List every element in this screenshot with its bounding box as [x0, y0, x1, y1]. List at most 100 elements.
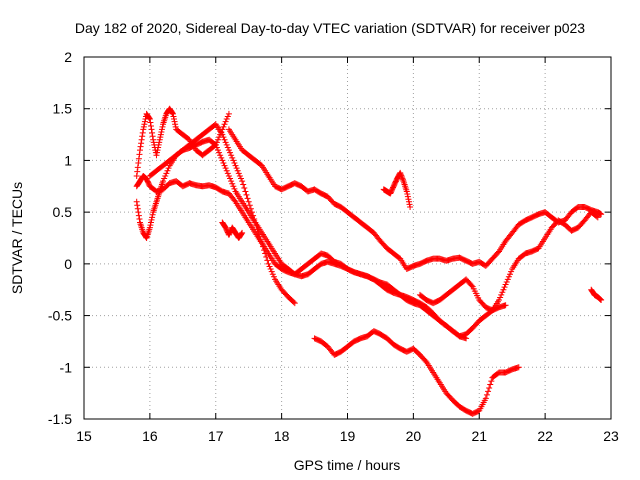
data-point [229, 154, 236, 161]
data-point [497, 294, 504, 301]
data-point [231, 185, 238, 192]
y-tick-labels: -1.5 -1 -0.5 0 0.5 1 1.5 2 [48, 49, 72, 427]
data-point [160, 178, 167, 185]
data-point [169, 110, 176, 117]
data-point [238, 230, 245, 237]
data-point [508, 268, 515, 275]
y-axis-title: SDTVAR / TECUs [9, 182, 25, 294]
data-point [235, 170, 242, 177]
data-point [496, 297, 503, 304]
series-track-a [133, 105, 232, 179]
data-point [290, 299, 297, 306]
data-point [148, 126, 155, 133]
data-points [133, 105, 605, 417]
y-tick-label: 0 [64, 256, 72, 272]
data-point [238, 175, 245, 182]
data-point [241, 185, 248, 192]
data-point [148, 216, 155, 223]
data-point [155, 141, 162, 148]
data-point [221, 121, 228, 128]
data-point [515, 364, 522, 371]
data-point [163, 170, 170, 177]
data-point [398, 173, 405, 180]
data-point [225, 110, 232, 117]
data-point [214, 147, 221, 154]
data-point [227, 175, 234, 182]
data-point [157, 134, 164, 141]
data-point [228, 152, 235, 159]
data-point [230, 157, 237, 164]
data-point [138, 136, 145, 143]
data-point [146, 116, 153, 123]
data-point [224, 113, 231, 120]
data-point [136, 151, 143, 158]
x-tick-label: 18 [274, 428, 290, 444]
data-point [159, 123, 166, 130]
data-point [213, 144, 220, 151]
data-point [482, 395, 489, 402]
data-point [501, 284, 508, 291]
data-point [231, 197, 238, 204]
data-point [149, 133, 156, 140]
data-point [138, 140, 145, 147]
data-point [405, 198, 412, 205]
data-point [230, 183, 237, 190]
data-point [171, 116, 178, 123]
data-point [133, 198, 140, 205]
data-point [171, 118, 178, 125]
axis-ticks [83, 56, 612, 420]
data-point [147, 122, 154, 129]
data-point [405, 196, 412, 203]
x-tick-label: 22 [537, 428, 553, 444]
data-point [220, 134, 227, 141]
data-point [162, 172, 169, 179]
data-point [135, 212, 142, 219]
data-point [231, 160, 238, 167]
data-point [267, 266, 274, 273]
data-point [399, 175, 406, 182]
data-point [214, 136, 221, 143]
data-point [262, 250, 269, 257]
data-point [141, 121, 148, 128]
data-point [217, 152, 224, 159]
data-point [134, 164, 141, 171]
data-point [246, 202, 253, 209]
data-point [149, 129, 156, 136]
x-tick-label: 17 [208, 428, 224, 444]
data-point [135, 209, 142, 216]
data-point [136, 216, 143, 223]
data-point [257, 236, 264, 243]
data-point [403, 188, 410, 195]
data-point [397, 171, 404, 178]
x-tick-label: 16 [142, 428, 158, 444]
data-point [291, 300, 298, 307]
data-point [140, 123, 147, 130]
data-point [505, 273, 512, 280]
data-point [153, 152, 160, 159]
data-point [158, 128, 165, 135]
data-point [139, 133, 146, 140]
data-point [146, 224, 153, 231]
series-track-h [380, 169, 414, 210]
data-point [223, 141, 230, 148]
data-point [245, 198, 252, 205]
data-point [506, 271, 513, 278]
data-point [158, 126, 165, 133]
data-point [220, 123, 227, 130]
data-point [139, 129, 146, 136]
data-point [268, 268, 275, 275]
data-point [227, 149, 234, 156]
y-tick-label: 1.5 [53, 101, 73, 117]
data-point [222, 165, 229, 172]
series-track-j [588, 286, 605, 304]
data-point [147, 119, 154, 126]
data-point [397, 169, 404, 176]
data-point [164, 167, 171, 174]
data-point [135, 155, 142, 162]
data-point [155, 144, 162, 151]
series-track-i [416, 209, 601, 314]
data-point [150, 136, 157, 143]
data-point [134, 202, 141, 209]
data-point [224, 170, 231, 177]
